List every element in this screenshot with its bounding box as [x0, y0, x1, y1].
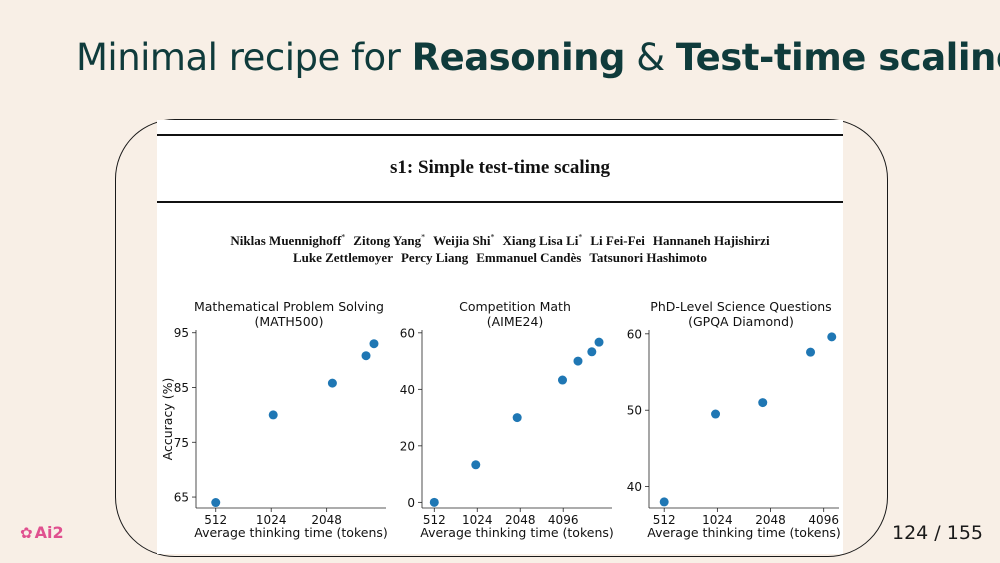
x-tick-label: 2048 [505, 513, 536, 527]
author-name: Weijia Shi* [433, 233, 495, 249]
y-axis-label: Accuracy (%) [160, 378, 175, 461]
x-tick-label: 2048 [755, 513, 786, 527]
flower-icon: ✿ [20, 523, 33, 542]
author-name: Niklas Muennighoff* [230, 233, 346, 249]
x-axis-label: Average thinking time (tokens) [194, 525, 388, 540]
author-mark: * [341, 233, 346, 242]
author-name: Emmanuel Candès [476, 250, 582, 265]
author-name: Xiang Lisa Li* [502, 233, 583, 249]
data-point [711, 409, 721, 419]
x-tick-label: 512 [204, 513, 227, 527]
y-tick-label: 0 [407, 496, 415, 510]
page-current: 124 [891, 522, 929, 544]
figure-frame [115, 119, 888, 557]
author-name: Luke Zettlemoyer [292, 250, 393, 265]
author-name: Tatsunori Hashimoto [589, 250, 708, 265]
y-tick-label: 85 [174, 381, 189, 395]
paper-screenshot: s1: Simple test-time scaling Niklas Muen… [157, 120, 843, 554]
chart-subtitle: (MATH500) [254, 314, 323, 329]
x-tick-label: 4096 [548, 513, 579, 527]
title-reasoning: Reasoning [411, 36, 626, 79]
data-point [327, 378, 337, 388]
x-axis-label: Average thinking time (tokens) [420, 525, 614, 540]
data-point [659, 497, 669, 507]
y-tick-label: 95 [174, 326, 189, 340]
x-tick-label: 512 [423, 513, 446, 527]
chart-title: PhD-Level Science Questions [650, 299, 831, 314]
page-total: 155 [946, 522, 983, 544]
data-point [557, 375, 567, 385]
slide-title: Minimal recipe for Reasoning & Test-time… [76, 36, 1000, 79]
author-name: Li Fei-Fei [590, 233, 645, 249]
x-tick-label: 512 [653, 513, 676, 527]
chart-subtitle: (AIME24) [487, 314, 544, 329]
title-connector: & [624, 36, 676, 79]
data-point [827, 332, 837, 342]
y-tick-label: 60 [400, 326, 415, 340]
data-point [268, 410, 278, 420]
y-tick-label: 60 [627, 327, 642, 341]
author-mark: * [578, 233, 583, 242]
data-point [806, 347, 816, 357]
x-tick-label: 4096 [808, 513, 839, 527]
data-point [512, 413, 522, 423]
x-tick-label: 2048 [311, 513, 342, 527]
author-name: Hannaneh Hajishirzi [652, 233, 770, 249]
data-point [471, 460, 481, 470]
data-point [587, 347, 597, 357]
data-point [758, 398, 768, 408]
data-point [361, 351, 371, 361]
y-tick-label: 40 [627, 480, 642, 494]
data-point [369, 339, 379, 349]
chart-title: Mathematical Problem Solving [194, 299, 384, 314]
y-tick-label: 65 [174, 491, 189, 505]
y-tick-label: 20 [400, 439, 415, 453]
author-mark: * [490, 233, 495, 242]
author-mark: * [421, 233, 426, 242]
title-prefix: Minimal recipe for [76, 36, 412, 79]
chart-title: Competition Math [459, 299, 571, 314]
authors-line-1: Niklas Muennighoff* Zitong Yang* Weijia Sh… [157, 233, 843, 249]
paper-title: s1: Simple test-time scaling [389, 157, 611, 178]
bottom-rule [157, 201, 843, 203]
y-tick-label: 40 [400, 383, 415, 397]
ai2-logo: ✿ Ai2 [20, 523, 64, 542]
brand-name: Ai2 [34, 523, 64, 542]
page-indicator: 124 / 155 [892, 522, 983, 544]
page-separator: / [928, 522, 947, 544]
authors-line-2: Luke Zettlemoyer Percy Liang Emmanuel Cand… [157, 250, 843, 266]
x-axis-label: Average thinking time (tokens) [647, 525, 841, 540]
chart-subtitle: (GPQA Diamond) [688, 314, 794, 329]
data-point [594, 337, 604, 347]
data-point [211, 498, 221, 508]
data-point [429, 497, 439, 507]
y-tick-label: 75 [174, 436, 189, 450]
title-test-time-scaling: Test-time scaling [675, 36, 1000, 79]
y-tick-label: 50 [627, 404, 642, 418]
author-name: Zitong Yang* [353, 233, 426, 249]
x-tick-label: 1024 [702, 513, 733, 527]
top-rule [157, 134, 843, 136]
x-tick-label: 1024 [256, 513, 287, 527]
data-point [573, 356, 583, 366]
x-tick-label: 1024 [462, 513, 493, 527]
author-name: Percy Liang [400, 250, 469, 265]
